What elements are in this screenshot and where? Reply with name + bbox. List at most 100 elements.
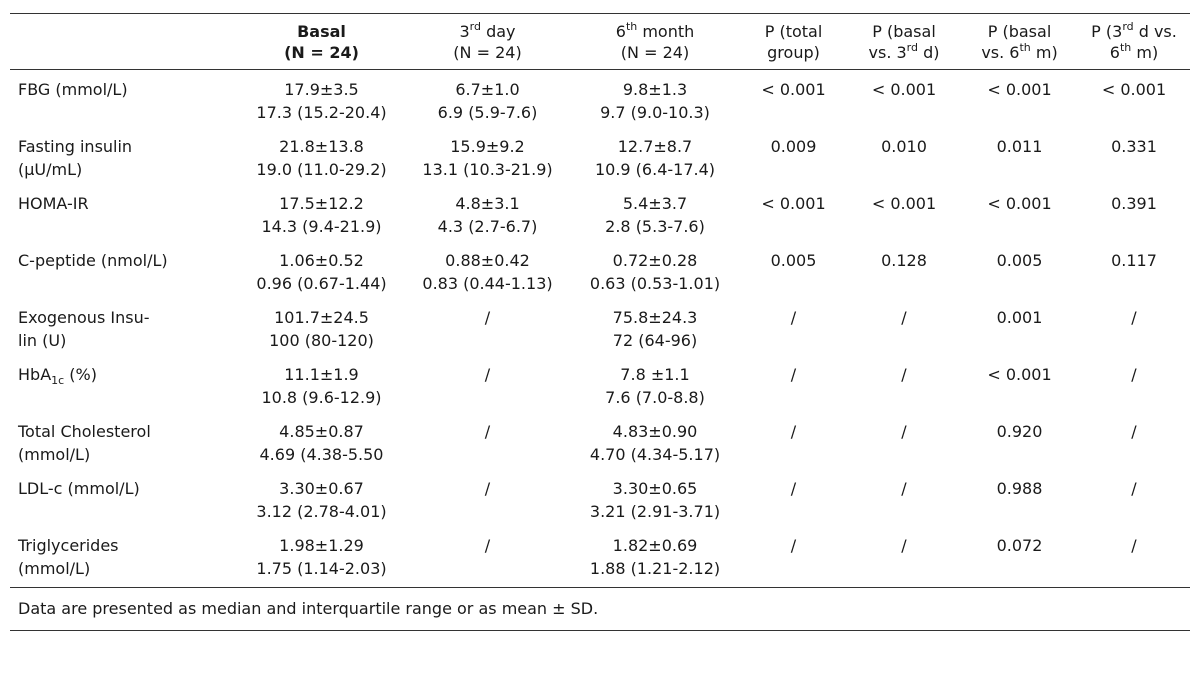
cell-value: 100 (80-120) — [269, 331, 374, 350]
cell-value: / — [484, 536, 491, 555]
cell-value: 4.69 (4.38-5.50 — [259, 445, 384, 464]
header-row: Basal (N = 24) 3rd day (N = 24) 6th mont… — [10, 13, 1190, 70]
row-label: Total Cholesterol (mmol/L) — [10, 409, 238, 466]
row-label-line: FBG (mmol/L) — [18, 80, 128, 99]
cell-value: 3.30±0.67 — [279, 479, 364, 498]
cell-p-total: / — [790, 308, 797, 327]
cell-p-b6: < 0.001 — [987, 80, 1052, 99]
cell-value: / — [484, 308, 491, 327]
header-basal: Basal (N = 24) — [238, 14, 405, 70]
header-p-36-line2: 6th m) — [1109, 40, 1159, 62]
cell-p-b6: 0.011 — [996, 137, 1043, 156]
header-label-column — [10, 14, 238, 70]
cell-p-b3: / — [901, 536, 907, 555]
cell-value: 0.83 (0.44-1.13) — [422, 274, 553, 293]
row-label-line: Fasting insulin — [18, 137, 133, 156]
cell-basal: 21.8±13.8 19.0 (11.0-29.2) — [238, 124, 405, 181]
header-basal-title: Basal — [297, 22, 346, 41]
cell-value: / — [484, 365, 491, 384]
cell-value: 4.8±3.1 — [455, 194, 520, 213]
cell-value: 6.9 (5.9-7.6) — [437, 103, 538, 122]
cell-value: 75.8±24.3 — [612, 308, 698, 327]
row-label-line: (mmol/L) — [18, 445, 91, 464]
cell-value: 0.63 (0.53-1.01) — [589, 274, 721, 293]
cell-p-total: / — [790, 422, 797, 441]
row-label: LDL-c (mmol/L) — [10, 466, 238, 523]
cell-p-b3: / — [901, 422, 907, 441]
cell-p-b3: / — [901, 308, 907, 327]
cell-day3: 15.9±9.2 13.1 (10.3-21.9) — [405, 124, 570, 181]
header-p-total-line2: group) — [767, 43, 820, 62]
cell-value: 6.7±1.0 — [455, 80, 520, 99]
header-month6-title: 6th month — [615, 19, 695, 41]
cell-day3: 4.8±3.1 4.3 (2.7-6.7) — [405, 181, 570, 238]
cell-p-b6: 0.005 — [996, 251, 1043, 270]
row-label-line: (mmol/L) — [18, 559, 91, 578]
cell-p-b6: 0.988 — [996, 479, 1043, 498]
cell-p-36: / — [1131, 365, 1137, 384]
cell-value: 17.9±3.5 — [284, 80, 359, 99]
cell-value: 2.8 (5.3-7.6) — [605, 217, 705, 236]
cell-value: 11.1±1.9 — [284, 365, 359, 384]
cell-value: 17.3 (15.2-20.4) — [256, 103, 387, 122]
header-month6-n: (N = 24) — [620, 43, 690, 62]
table-row: Fasting insulin (μU/mL) 21.8±13.8 19.0 (11.… — [10, 124, 1190, 181]
cell-value: / — [484, 422, 491, 441]
cell-value: 101.7±24.5 — [274, 308, 369, 327]
cell-basal: 101.7±24.5 100 (80-120) — [238, 295, 405, 352]
row-label-line: HOMA-IR — [18, 194, 89, 213]
row-label: Exogenous Insu-lin (U) — [10, 295, 238, 352]
row-label-line: LDL-c (mmol/L) — [18, 479, 140, 498]
cell-p-36: / — [1131, 479, 1137, 498]
row-label: FBG (mmol/L) — [10, 70, 238, 125]
cell-p-36: 0.391 — [1111, 194, 1157, 213]
cell-month6: 75.8±24.3 72 (64-96) — [570, 295, 740, 352]
cell-value: 5.4±3.7 — [622, 194, 688, 213]
header-day3-n: (N = 24) — [453, 43, 522, 62]
cell-value: 21.8±13.8 — [279, 137, 364, 156]
table-row: Triglycerides (mmol/L) 1.98±1.29 1.75 (1.14… — [10, 523, 1190, 587]
cell-value: 1.75 (1.14-2.03) — [256, 559, 387, 578]
cell-value: 10.9 (6.4-17.4) — [594, 160, 716, 179]
cell-value: 9.8±1.3 — [622, 80, 688, 99]
cell-month6: 4.83±0.90 4.70 (4.34-5.17) — [570, 409, 740, 466]
header-p-basal-vs-6m: P (basal vs. 6th m) — [961, 14, 1078, 70]
cell-value: / — [484, 479, 491, 498]
cell-p-b6: 0.920 — [996, 422, 1043, 441]
header-p-36-line1: P (3rd d vs. — [1091, 19, 1177, 41]
header-p-b6-line1: P (basal — [987, 22, 1052, 41]
cell-value: 7.8 ±1.1 — [620, 365, 690, 384]
table-row: FBG (mmol/L) 17.9±3.5 17.3 (15.2-20.4) 6.7±… — [10, 70, 1190, 125]
cell-value: 1.98±1.29 — [279, 536, 364, 555]
cell-p-b6: 0.001 — [996, 308, 1043, 327]
cell-basal: 1.06±0.52 0.96 (0.67-1.44) — [238, 238, 405, 295]
header-p-basal-vs-3d: P (basal vs. 3rd d) — [847, 14, 961, 70]
table-row: HOMA-IR 17.5±12.2 14.3 (9.4-21.9) 4.8±3.1 4.… — [10, 181, 1190, 238]
cell-value: 4.3 (2.7-6.7) — [437, 217, 538, 236]
cell-p-36: 0.117 — [1111, 251, 1157, 270]
row-label-line: Triglycerides — [18, 536, 119, 555]
cell-month6: 12.7±8.7 10.9 (6.4-17.4) — [570, 124, 740, 181]
row-label: HOMA-IR — [10, 181, 238, 238]
results-table: Basal (N = 24) 3rd day (N = 24) 6th mont… — [10, 13, 1190, 587]
cell-value: 4.70 (4.34-5.17) — [589, 445, 721, 464]
table-row: HbA1c (%) 11.1±1.9 10.8 (9.6-12.9) / 7.8 ±1.… — [10, 352, 1190, 409]
cell-value: 3.30±0.65 — [612, 479, 698, 498]
row-label-line: (μU/mL) — [18, 160, 83, 179]
cell-day3: 6.7±1.0 6.9 (5.9-7.6) — [405, 70, 570, 125]
cell-value: 0.96 (0.67-1.44) — [256, 274, 387, 293]
cell-month6: 1.82±0.69 1.88 (1.21-2.12) — [570, 523, 740, 587]
header-basal-n: (N = 24) — [284, 43, 359, 62]
cell-basal: 11.1±1.9 10.8 (9.6-12.9) — [238, 352, 405, 409]
cell-p-b3: 0.128 — [881, 251, 927, 270]
cell-day3: 0.88±0.42 0.83 (0.44-1.13) — [405, 238, 570, 295]
cell-value: 3.12 (2.78-4.01) — [256, 502, 387, 521]
table-row: Total Cholesterol (mmol/L) 4.85±0.87 4.69 (… — [10, 409, 1190, 466]
cell-p-b3: < 0.001 — [871, 80, 937, 99]
cell-p-36: / — [1131, 536, 1137, 555]
cell-p-b3: / — [901, 365, 907, 384]
cell-p-36: / — [1131, 308, 1137, 327]
cell-p-b6: 0.072 — [996, 536, 1043, 555]
cell-value: 3.21 (2.91-3.71) — [589, 502, 721, 521]
cell-p-36: < 0.001 — [1101, 80, 1167, 99]
